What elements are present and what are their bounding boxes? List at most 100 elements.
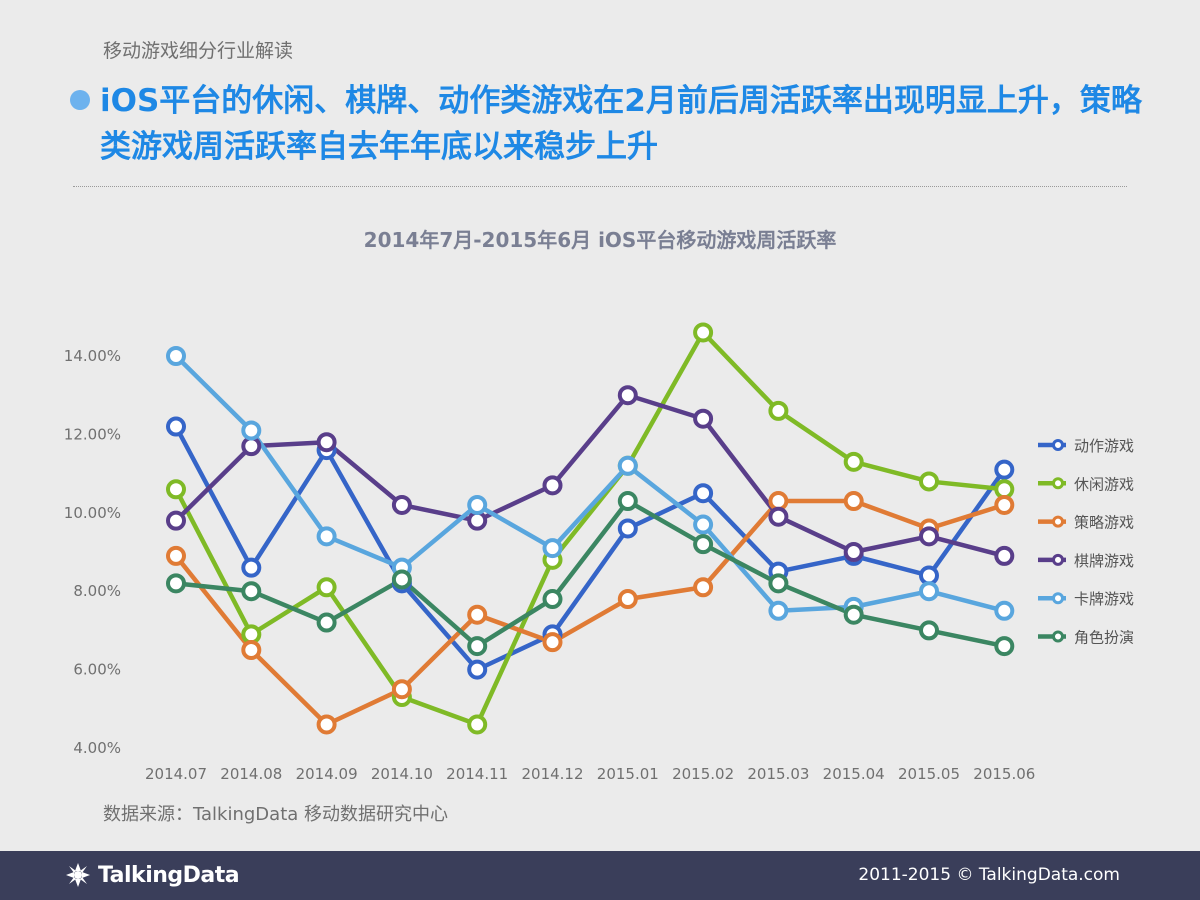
legend-label: 角色扮演 — [1074, 629, 1134, 647]
data-point-s5 — [166, 346, 186, 366]
data-point-s1 — [241, 557, 262, 578]
x-tick-label: 2015.06 — [973, 765, 1035, 783]
data-point-s3 — [693, 577, 714, 598]
dotted-divider — [73, 186, 1127, 187]
headline-text: iOS平台的休闲、棋牌、动作类游戏在2月前后周活跃率出现明显上升，策略类游戏周活… — [100, 83, 1142, 165]
talkingdata-logo: TalkingData — [64, 859, 240, 891]
data-point-s1 — [919, 565, 939, 586]
legend-swatch-marker — [1052, 477, 1064, 490]
x-tick-label: 2015.05 — [898, 765, 960, 783]
data-point-s1 — [467, 659, 488, 680]
legend-label: 棋牌游戏 — [1074, 552, 1134, 570]
data-point-s6 — [542, 589, 563, 610]
data-point-s4 — [316, 432, 337, 453]
data-point-s5 — [316, 526, 337, 547]
x-tick-label: 2014.08 — [220, 765, 282, 783]
y-tick-label: 6.00% — [73, 661, 121, 679]
chart-title: 2014年7月-2015年6月 iOS平台移动游戏周活跃率 — [363, 228, 837, 252]
logo-mark-icon — [66, 863, 90, 887]
data-point-s4 — [693, 408, 714, 429]
data-point-s6 — [994, 636, 1015, 657]
series-line-1 — [174, 425, 1007, 672]
data-point-s2 — [316, 577, 337, 598]
data-point-s2 — [467, 714, 488, 735]
data-point-s5 — [919, 581, 939, 602]
data-point-s6 — [391, 569, 412, 590]
data-point-s4 — [617, 385, 638, 406]
data-point-s6 — [316, 612, 337, 633]
series-line-2 — [174, 330, 1005, 727]
legend-label: 策略游戏 — [1074, 514, 1134, 532]
data-point-s4 — [542, 475, 563, 496]
data-point-s3 — [994, 494, 1015, 515]
data-point-s1 — [617, 518, 638, 539]
data-point-s1 — [693, 483, 714, 504]
data-point-s5 — [693, 514, 714, 535]
data-point-s4 — [994, 545, 1015, 566]
series-line-3 — [174, 498, 1005, 727]
y-tick-label: 10.00% — [64, 504, 121, 522]
y-tick-label: 4.00% — [73, 739, 121, 757]
data-point-s4 — [919, 526, 939, 547]
data-point-s2 — [768, 400, 789, 421]
legend-label: 卡牌游戏 — [1074, 590, 1134, 608]
line-chart: 4.00% 6.00% 8.00% 10.00% 12.00% 14.00% 2014.07… — [64, 322, 1134, 783]
data-point-s3 — [542, 632, 563, 653]
data-point-s2 — [166, 479, 186, 500]
data-point-s4 — [467, 510, 488, 531]
data-point-s3 — [166, 545, 186, 566]
legend-label: 休闲游戏 — [1074, 475, 1134, 493]
legend-swatch-marker — [1052, 515, 1064, 528]
copyright: 2011-2015 © TalkingData.com — [858, 865, 1120, 885]
data-point-s5 — [241, 420, 262, 441]
y-tick-label: 14.00% — [64, 347, 121, 365]
headline-bullet-icon — [70, 90, 90, 110]
logo-text: TalkingData — [98, 862, 240, 888]
data-point-s5 — [994, 600, 1015, 621]
legend-swatch-marker — [1052, 630, 1064, 643]
series-line-5 — [174, 354, 1005, 614]
x-tick-label: 2015.04 — [823, 765, 885, 783]
data-point-s3 — [316, 714, 337, 735]
legend-swatch-marker — [1052, 553, 1064, 566]
data-point-s5 — [542, 538, 563, 559]
headline: iOS平台的休闲、棋牌、动作类游戏在2月前后周活跃率出现明显上升，策略类游戏周活… — [70, 78, 1150, 170]
data-point-s3 — [617, 589, 638, 610]
data-point-s2 — [241, 624, 262, 645]
data-point-s4 — [843, 542, 864, 562]
data-point-s2 — [843, 451, 864, 472]
data-point-s3 — [391, 679, 412, 700]
data-point-s1 — [166, 416, 186, 437]
x-tick-label: 2015.01 — [597, 765, 659, 783]
data-point-s5 — [617, 455, 638, 476]
data-point-s2 — [994, 479, 1015, 500]
y-tick-label: 8.00% — [73, 582, 121, 600]
x-tick-label: 2015.02 — [672, 765, 734, 783]
data-point-s6 — [843, 604, 864, 625]
section-label: 移动游戏细分行业解读 — [103, 40, 294, 62]
data-point-s6 — [241, 581, 262, 602]
data-point-s5 — [768, 600, 789, 621]
data-point-s4 — [768, 506, 789, 527]
data-point-s1 — [994, 459, 1015, 480]
data-point-s6 — [166, 573, 186, 594]
legend-swatch-marker — [1052, 439, 1064, 451]
data-point-s3 — [843, 491, 864, 512]
data-point-s4 — [391, 494, 412, 515]
series-line-4 — [174, 392, 1005, 559]
x-tick-label: 2014.11 — [446, 765, 508, 783]
data-point-s5 — [467, 494, 488, 515]
legend-label: 动作游戏 — [1074, 437, 1134, 455]
x-tick-label: 2014.09 — [296, 765, 358, 783]
data-point-s6 — [768, 573, 789, 594]
x-tick-label: 2014.07 — [145, 765, 207, 783]
data-point-s6 — [693, 534, 714, 555]
data-point-s2 — [693, 322, 714, 343]
data-point-s3 — [241, 640, 262, 660]
legend-swatch-marker — [1052, 592, 1064, 605]
x-tick-label: 2014.12 — [521, 765, 583, 783]
footer-bar: TalkingData 2011-2015 © TalkingData.com — [0, 851, 1200, 900]
data-point-s2 — [919, 471, 939, 492]
data-point-s4 — [241, 436, 262, 457]
x-tick-label: 2014.10 — [371, 765, 433, 783]
